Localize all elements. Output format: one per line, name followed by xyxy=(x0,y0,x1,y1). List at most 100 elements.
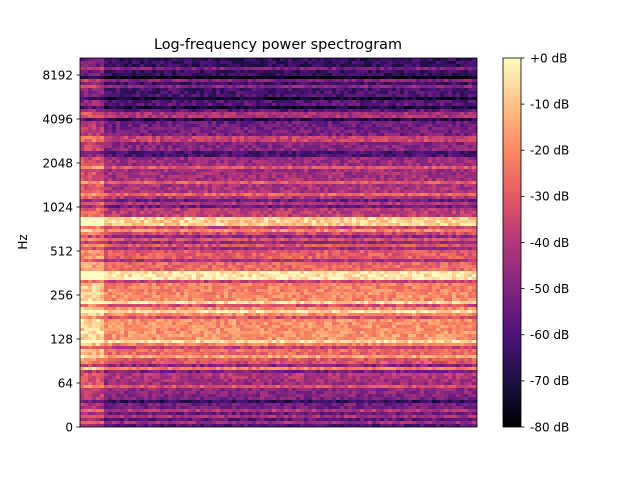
heatmap-cell xyxy=(416,115,421,119)
heatmap-cell xyxy=(360,70,365,74)
heatmap-cell xyxy=(376,202,381,206)
heatmap-cell xyxy=(392,169,397,173)
heatmap-cell xyxy=(424,166,429,170)
heatmap-cell xyxy=(328,88,333,92)
heatmap-cell xyxy=(368,67,373,71)
heatmap-cell xyxy=(324,91,329,95)
heatmap-cell xyxy=(328,106,333,110)
heatmap-cell xyxy=(88,91,93,95)
heatmap-cell xyxy=(180,133,185,137)
heatmap-cell xyxy=(288,181,293,185)
heatmap-cell xyxy=(324,97,329,101)
heatmap-cell xyxy=(204,172,209,176)
heatmap-cell xyxy=(444,127,449,131)
heatmap-cell xyxy=(108,178,113,182)
heatmap-cell xyxy=(352,187,357,191)
heatmap-cell xyxy=(156,115,161,119)
heatmap-cell xyxy=(412,163,417,167)
heatmap-cell xyxy=(104,154,109,158)
heatmap-cell xyxy=(372,124,377,128)
heatmap-cell xyxy=(160,202,165,206)
heatmap-cell xyxy=(136,172,141,176)
heatmap-cell xyxy=(120,94,125,98)
heatmap-cell xyxy=(256,148,261,152)
heatmap-cell xyxy=(428,169,433,173)
heatmap-cell xyxy=(336,190,341,194)
heatmap-cell xyxy=(412,73,417,77)
heatmap-cell xyxy=(112,67,117,71)
heatmap-cell xyxy=(276,151,281,155)
heatmap-cell xyxy=(416,199,421,203)
heatmap-cell xyxy=(436,187,441,191)
heatmap-cell xyxy=(364,175,369,179)
heatmap-cell xyxy=(384,112,389,116)
heatmap-cell xyxy=(396,139,401,143)
heatmap-cell xyxy=(208,94,213,98)
heatmap-cell xyxy=(212,169,217,173)
heatmap-cell xyxy=(88,64,93,68)
heatmap-cell xyxy=(416,100,421,104)
heatmap-cell xyxy=(300,124,305,128)
heatmap-cell xyxy=(252,109,257,113)
heatmap-cell xyxy=(476,202,477,206)
heatmap-cell xyxy=(268,61,273,65)
heatmap-cell xyxy=(184,181,189,185)
heatmap-cell xyxy=(272,112,277,116)
heatmap-cell xyxy=(460,187,465,191)
heatmap-cell xyxy=(300,202,305,206)
heatmap-cell xyxy=(272,61,277,65)
heatmap-cell xyxy=(212,142,217,146)
heatmap-cell xyxy=(104,103,109,107)
heatmap-cell xyxy=(256,82,261,86)
heatmap-cell xyxy=(172,145,177,149)
heatmap-cell xyxy=(468,133,473,137)
heatmap-cell xyxy=(360,112,365,116)
heatmap-cell xyxy=(148,172,153,176)
heatmap-cell xyxy=(204,115,209,119)
heatmap-cell xyxy=(464,184,469,188)
heatmap-cell xyxy=(460,193,465,197)
heatmap-cell xyxy=(212,133,217,137)
heatmap-cell xyxy=(148,178,153,182)
heatmap-cell xyxy=(344,154,349,158)
heatmap-cell xyxy=(252,190,257,194)
heatmap-cell xyxy=(164,130,169,134)
heatmap-cell xyxy=(472,124,477,128)
heatmap-cell xyxy=(464,193,469,197)
heatmap-cell xyxy=(372,163,377,167)
heatmap-cell xyxy=(128,109,133,113)
heatmap-cell xyxy=(148,181,153,185)
heatmap-cell xyxy=(104,175,109,179)
heatmap-cell xyxy=(344,70,349,74)
heatmap-cell xyxy=(312,67,317,71)
heatmap-cell xyxy=(276,157,281,161)
heatmap-cell xyxy=(168,154,173,158)
heatmap-cell xyxy=(156,190,161,194)
heatmap-cell xyxy=(340,58,345,62)
heatmap-cell xyxy=(244,139,249,143)
heatmap-cell xyxy=(336,103,341,107)
heatmap-cell xyxy=(108,121,113,125)
heatmap-cell xyxy=(140,70,145,74)
heatmap-cell xyxy=(80,175,85,179)
heatmap-cell xyxy=(80,196,85,200)
heatmap-cell xyxy=(440,73,445,77)
heatmap-cell xyxy=(176,160,181,164)
heatmap-cell xyxy=(364,73,369,77)
heatmap-cell xyxy=(212,181,217,185)
heatmap-cell xyxy=(156,76,161,80)
heatmap-cell xyxy=(256,175,261,179)
heatmap-cell xyxy=(320,166,325,170)
heatmap-cell xyxy=(116,157,121,161)
heatmap-cell xyxy=(380,82,385,86)
heatmap-cell xyxy=(440,199,445,203)
heatmap-cell xyxy=(84,196,89,200)
heatmap-cell xyxy=(344,133,349,137)
heatmap-cell xyxy=(332,160,337,164)
heatmap-cell xyxy=(180,157,185,161)
heatmap-cell xyxy=(132,91,137,95)
heatmap-cell xyxy=(272,100,277,104)
heatmap-cell xyxy=(164,178,169,182)
heatmap-cell xyxy=(316,154,321,158)
heatmap-cell xyxy=(200,91,205,95)
